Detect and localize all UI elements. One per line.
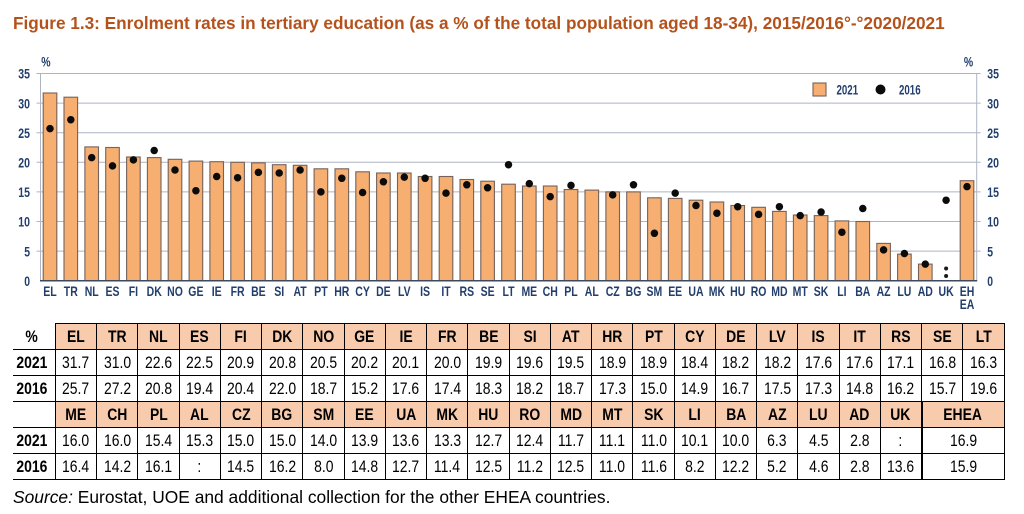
svg-text:35: 35 bbox=[987, 66, 999, 82]
svg-text:SI: SI bbox=[274, 283, 284, 299]
svg-text:2016: 2016 bbox=[899, 82, 921, 97]
svg-text:30: 30 bbox=[18, 95, 30, 111]
svg-text:MK: MK bbox=[709, 283, 725, 299]
svg-text:AT: AT bbox=[294, 283, 308, 299]
svg-text:EL: EL bbox=[43, 283, 57, 299]
svg-text:15: 15 bbox=[18, 184, 30, 200]
svg-text:UA: UA bbox=[688, 283, 703, 299]
svg-text:25: 25 bbox=[18, 125, 30, 141]
svg-text:ME: ME bbox=[521, 283, 537, 299]
svg-text:EH: EH bbox=[960, 283, 975, 299]
svg-text:EA: EA bbox=[960, 296, 975, 312]
svg-text:NO: NO bbox=[167, 283, 183, 299]
svg-text:30: 30 bbox=[987, 95, 999, 111]
svg-text:EE: EE bbox=[668, 283, 682, 299]
svg-text:MD: MD bbox=[771, 283, 787, 299]
svg-text:CZ: CZ bbox=[606, 283, 620, 299]
svg-text:AD: AD bbox=[918, 283, 933, 299]
svg-text:BE: BE bbox=[251, 283, 266, 299]
svg-text:RO: RO bbox=[751, 283, 767, 299]
svg-text:%: % bbox=[964, 54, 974, 70]
svg-text:0: 0 bbox=[24, 273, 30, 289]
svg-text:CY: CY bbox=[355, 283, 370, 299]
svg-text:IS: IS bbox=[420, 283, 430, 299]
svg-text:NL: NL bbox=[85, 283, 99, 299]
svg-text:TR: TR bbox=[64, 283, 78, 299]
svg-text:%: % bbox=[41, 54, 51, 70]
svg-text:25: 25 bbox=[987, 125, 999, 141]
svg-text:DK: DK bbox=[147, 283, 162, 299]
svg-text:GE: GE bbox=[188, 283, 203, 299]
svg-text:20: 20 bbox=[18, 155, 30, 171]
svg-text:HR: HR bbox=[334, 283, 349, 299]
svg-text:10: 10 bbox=[987, 214, 999, 230]
svg-text:35: 35 bbox=[18, 66, 30, 82]
svg-text:SK: SK bbox=[814, 283, 829, 299]
svg-text:5: 5 bbox=[24, 243, 30, 259]
svg-text:PT: PT bbox=[314, 283, 328, 299]
svg-text:FR: FR bbox=[231, 283, 245, 299]
svg-text:AZ: AZ bbox=[877, 283, 891, 299]
svg-text:LV: LV bbox=[398, 283, 411, 299]
svg-text:RS: RS bbox=[460, 283, 475, 299]
svg-text:MT: MT bbox=[793, 283, 809, 299]
svg-text:BG: BG bbox=[626, 283, 642, 299]
svg-text:2021: 2021 bbox=[837, 82, 859, 97]
svg-text:SE: SE bbox=[481, 283, 495, 299]
svg-text:15: 15 bbox=[987, 184, 999, 200]
svg-text:LI: LI bbox=[837, 283, 846, 299]
svg-text:DE: DE bbox=[376, 283, 391, 299]
svg-text:5: 5 bbox=[987, 243, 993, 259]
svg-text:SM: SM bbox=[647, 283, 663, 299]
svg-text:CH: CH bbox=[543, 283, 558, 299]
svg-text:0: 0 bbox=[987, 273, 993, 289]
svg-text:UK: UK bbox=[939, 283, 954, 299]
svg-text:AL: AL bbox=[585, 283, 599, 299]
svg-text:IT: IT bbox=[441, 283, 451, 299]
svg-text:HU: HU bbox=[730, 283, 745, 299]
svg-text:BA: BA bbox=[855, 283, 870, 299]
svg-text:20: 20 bbox=[987, 155, 999, 171]
svg-text:LU: LU bbox=[897, 283, 911, 299]
svg-text:FI: FI bbox=[129, 283, 138, 299]
svg-text:ES: ES bbox=[106, 283, 120, 299]
svg-text:LT: LT bbox=[502, 283, 514, 299]
svg-text:PL: PL bbox=[564, 283, 578, 299]
svg-text:10: 10 bbox=[18, 214, 30, 230]
svg-text:IE: IE bbox=[212, 283, 222, 299]
